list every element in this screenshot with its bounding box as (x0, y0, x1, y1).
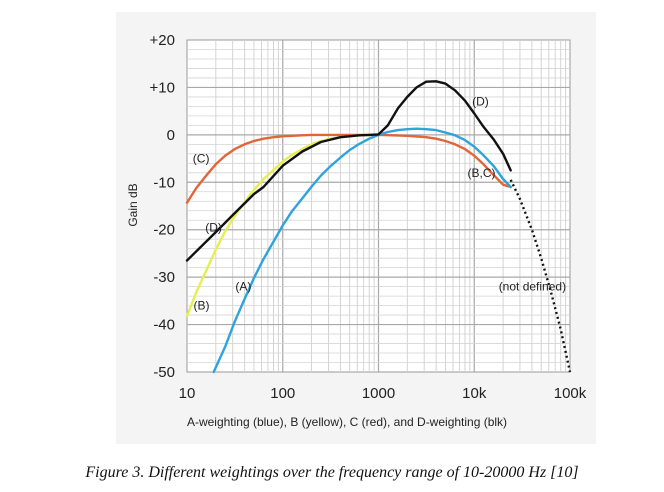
x-tick-label: 10k (462, 385, 487, 402)
curve-annotation: (D) (472, 95, 489, 109)
y-tick-label: -40 (153, 317, 175, 334)
y-tick-label: -10 (153, 174, 175, 191)
x-axis-title: A-weighting (blue), B (yellow), C (red),… (187, 415, 507, 429)
series-line-c (185, 133, 512, 204)
y-tick-label: +10 (150, 79, 175, 96)
x-tick-label: 10 (179, 385, 196, 402)
curve-annotation: (C) (193, 152, 210, 166)
x-tick-label: 100k (554, 385, 587, 402)
curves (185, 80, 572, 374)
y-tick-label: -30 (153, 269, 175, 286)
curve-annotation: (D) (205, 220, 222, 234)
curve-annotation: (B) (194, 299, 210, 313)
curve-annotation: (B,C) (467, 166, 495, 180)
curve-annotation: (A) (235, 280, 251, 294)
x-tick-label: 100 (270, 385, 295, 402)
y-tick-label: -20 (153, 222, 175, 239)
y-axis-title: Gain dB (126, 183, 140, 226)
y-tick-label: +20 (150, 32, 175, 49)
undefined-extension-line (509, 179, 572, 373)
y-tick-label: 0 (167, 127, 175, 144)
y-tick-label: -50 (153, 364, 175, 381)
figure-caption: Figure 3. Different weightings over the … (85, 464, 579, 481)
series-line-a (212, 127, 512, 374)
labels: (A) (B) (C) (D) (D) (B,C) (not defined) (193, 95, 566, 313)
series-line-d (185, 80, 512, 262)
curve-annotation: (not defined) (499, 280, 566, 294)
x-tick-label: 1000 (362, 385, 395, 402)
